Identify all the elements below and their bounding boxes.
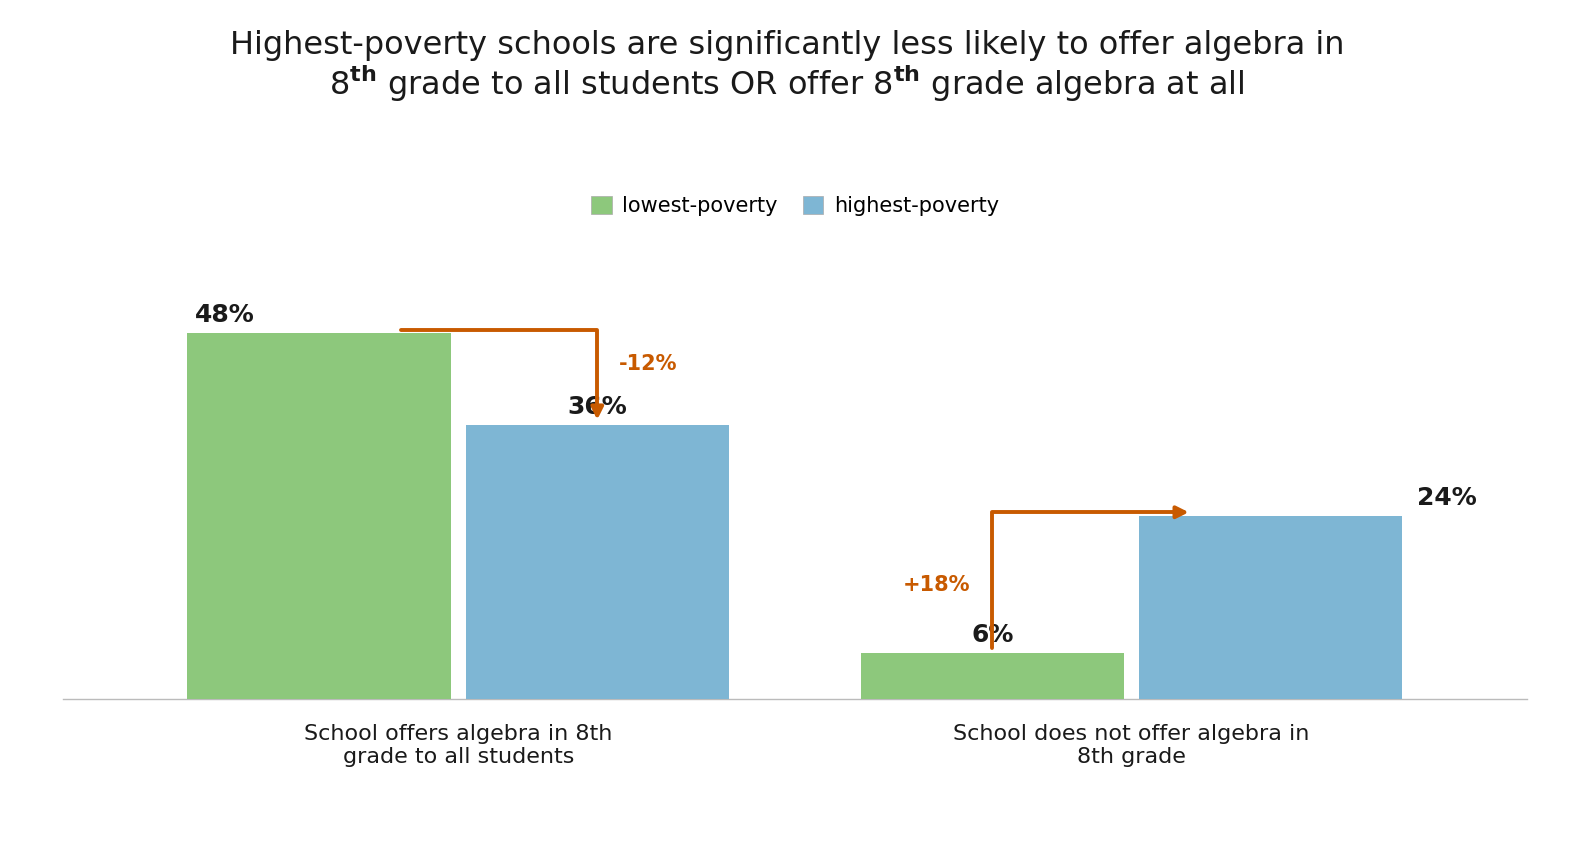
Bar	[861, 653, 1124, 699]
Text: 48%: 48%	[195, 303, 255, 327]
Text: +18%: +18%	[903, 574, 971, 595]
Text: 6%: 6%	[971, 623, 1014, 647]
Bar	[466, 425, 729, 699]
Text: Highest-poverty schools are significantly less likely to offer algebra in: Highest-poverty schools are significantl…	[230, 30, 1344, 60]
Bar	[187, 333, 450, 699]
Legend: lowest-poverty, highest-poverty: lowest-poverty, highest-poverty	[584, 189, 1006, 222]
Text: 8$^{\mathbf{th}}$ grade to all students OR offer 8$^{\mathbf{th}}$ grade algebra: 8$^{\mathbf{th}}$ grade to all students …	[329, 64, 1245, 104]
Text: 36%: 36%	[567, 394, 626, 418]
Bar	[1140, 516, 1402, 699]
Text: 24%: 24%	[1417, 486, 1476, 510]
Text: -12%: -12%	[619, 354, 678, 374]
